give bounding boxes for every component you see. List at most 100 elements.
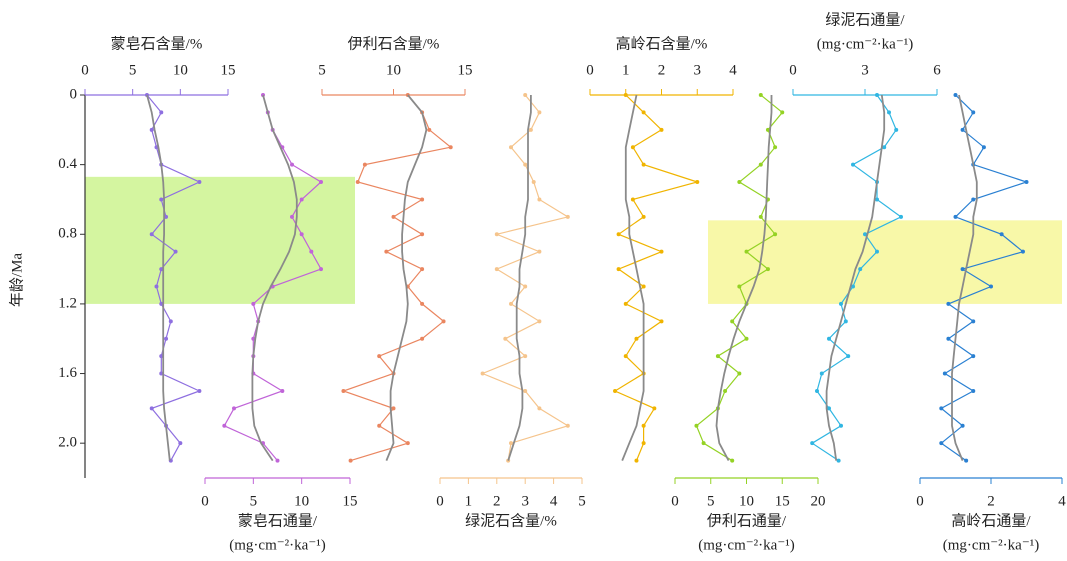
data-point [494, 232, 499, 237]
data-point [730, 458, 735, 463]
data-point [701, 441, 706, 446]
data-point [737, 371, 742, 376]
data-point [641, 162, 646, 167]
x-tick-label: 10 [294, 493, 309, 509]
data-point [197, 388, 202, 393]
data-point [299, 197, 304, 202]
data-point [971, 110, 976, 115]
data-point [149, 232, 154, 237]
data-point [616, 232, 621, 237]
x-tick-label: 3 [694, 62, 702, 78]
x-tick-label: 1 [622, 62, 630, 78]
data-point [827, 336, 831, 341]
x-tick-label: 1 [465, 493, 473, 509]
x-axis-title: 绿泥石含量/% [465, 512, 557, 529]
data-point [528, 127, 533, 132]
data-point [448, 145, 453, 150]
trend-line [507, 95, 532, 461]
data-point [737, 180, 742, 185]
data-point [981, 145, 986, 150]
x-tick-label: 15 [221, 62, 236, 78]
data-point [251, 301, 256, 306]
highlight-layer [85, 176, 1062, 304]
x-tick-label: 0 [201, 493, 209, 509]
data-point [851, 162, 855, 167]
trend-line [951, 94, 978, 461]
data-point [149, 406, 154, 411]
data-point [946, 301, 951, 306]
data-point [715, 354, 720, 359]
data-point [537, 319, 542, 324]
data-point [641, 110, 646, 115]
data-point [509, 441, 513, 446]
x-axis-title: (mg·cm⁻²·ka⁻¹) [698, 537, 794, 553]
data-point [946, 336, 951, 341]
data-point [939, 406, 944, 411]
data-point [971, 197, 976, 202]
x-tick-label: 2 [493, 493, 501, 509]
data-point [275, 458, 280, 463]
y-tick-label: 1.2 [58, 295, 77, 311]
x-tick-label: 2 [658, 62, 666, 78]
y-tick-label: 1.6 [58, 365, 77, 381]
x-tick-label: 2 [987, 493, 995, 509]
x-tick-label: 5 [318, 62, 326, 78]
data-point [899, 214, 903, 219]
x-tick-label: 4 [1058, 493, 1066, 509]
data-point [634, 336, 639, 341]
x-tick-label: 5 [707, 493, 715, 509]
data-point [758, 93, 763, 97]
trend-line [825, 94, 886, 461]
data-point [863, 232, 867, 237]
data-point [494, 267, 499, 272]
x-axis-title: (mg·cm⁻²·ka⁻¹) [229, 537, 325, 553]
data-point [377, 423, 382, 428]
data-point [960, 267, 965, 272]
data-point [1024, 180, 1029, 185]
x-tick-label: 10 [173, 62, 188, 78]
x-tick-label: 0 [81, 62, 89, 78]
data-point [939, 441, 944, 446]
x-tick-label: 0 [586, 62, 594, 78]
data-point [420, 232, 425, 237]
data-point [299, 232, 304, 237]
data-point [503, 336, 508, 341]
data-point [851, 284, 855, 289]
data-point [509, 301, 513, 306]
data-point [290, 214, 294, 219]
data-point [420, 336, 425, 341]
x-tick-label: 15 [343, 493, 358, 509]
data-point [616, 267, 621, 272]
data-point [427, 127, 432, 132]
data-point [836, 458, 841, 463]
data-point [319, 267, 323, 272]
data-point [773, 145, 778, 150]
data-point [173, 249, 178, 254]
trend-line [385, 94, 428, 461]
x-axis-title: 高岭石通量/ [951, 512, 1031, 529]
data-point [894, 127, 899, 132]
data-point [1020, 249, 1025, 254]
data-point [652, 406, 657, 411]
data-point [641, 284, 646, 289]
data-point [744, 249, 749, 254]
data-point [420, 267, 425, 272]
data-point [839, 301, 843, 306]
x-axis-title: 绿泥石通量/ [825, 11, 905, 28]
x-tick-label: 5 [250, 493, 258, 509]
data-line [341, 94, 453, 462]
data-point [164, 336, 169, 341]
data-point [882, 145, 887, 150]
x-axis-title: (mg·cm⁻²·ka⁻¹) [943, 537, 1039, 553]
trend-line [251, 94, 298, 462]
data-point [164, 214, 169, 219]
data-point [730, 319, 735, 324]
data-point [613, 388, 618, 393]
data-point [355, 180, 360, 185]
data-point [942, 371, 947, 376]
data-point [391, 406, 396, 411]
x-tick-label: 0 [789, 62, 797, 78]
data-point [641, 441, 646, 446]
data-point [531, 180, 536, 185]
data-point [149, 127, 154, 132]
